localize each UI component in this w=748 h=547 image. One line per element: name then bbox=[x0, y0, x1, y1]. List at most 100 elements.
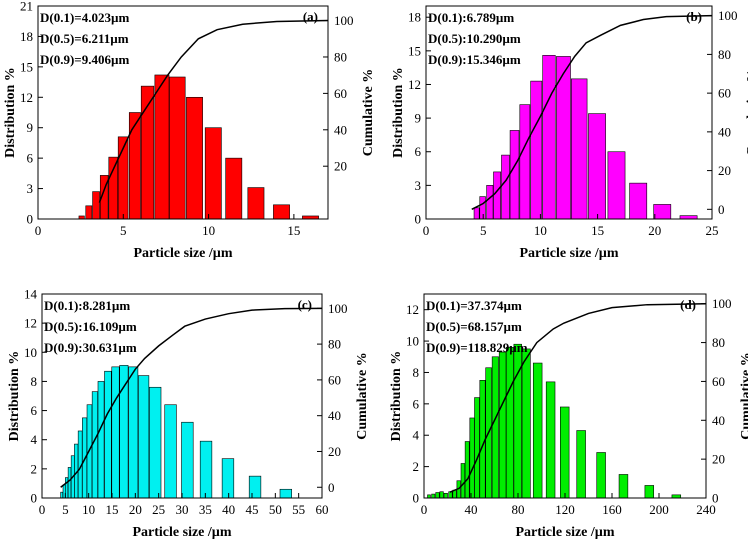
x-axis-title: Particle size /µm bbox=[133, 246, 232, 261]
x-tick-label: 25 bbox=[706, 223, 719, 238]
stat-line: D(0.1)=4.023µm bbox=[40, 10, 129, 25]
stat-line: D(0.1)=37.374µm bbox=[426, 298, 522, 313]
chart-panel-3: 0 5 10 15 20 25 30 35 40 45 50 55 60 0 2 4 6 8 10 12 14 0 20 40… bbox=[7, 287, 370, 541]
x-axis-title: Particle size /µm bbox=[132, 525, 231, 540]
bar bbox=[186, 96, 203, 220]
bar bbox=[279, 488, 292, 499]
x-tick-label: 10 bbox=[82, 502, 95, 517]
bar bbox=[164, 404, 177, 499]
stat-line: D(0.1):6.789µm bbox=[428, 10, 514, 25]
y2-tick-label: 0 bbox=[718, 202, 725, 217]
bar bbox=[431, 493, 436, 499]
x-tick-label: 0 bbox=[35, 223, 42, 238]
y-tick-label: 3 bbox=[415, 178, 422, 193]
bar bbox=[154, 74, 170, 220]
y2-axis-title: Cumulative % bbox=[355, 352, 370, 440]
y-tick-label: 15 bbox=[20, 59, 33, 74]
x-tick-label: 10 bbox=[534, 223, 547, 238]
bar bbox=[576, 430, 586, 499]
bar bbox=[460, 463, 466, 499]
stat-line: D(0.9):30.631µm bbox=[44, 340, 137, 355]
bar bbox=[679, 215, 698, 220]
y2-tick-label: 20 bbox=[712, 452, 725, 467]
x-tick-label: 20 bbox=[648, 223, 661, 238]
y-tick-label: 0 bbox=[415, 212, 422, 227]
cumulative-curve bbox=[449, 302, 707, 493]
bar bbox=[532, 362, 543, 499]
y-tick-label: 10 bbox=[24, 345, 37, 360]
y2-tick-label: 80 bbox=[718, 47, 731, 62]
y-tick-label: 6 bbox=[413, 396, 420, 411]
bar bbox=[486, 185, 494, 220]
bar bbox=[653, 204, 672, 220]
y-axis-title: Distribution % bbox=[389, 351, 404, 442]
bar bbox=[204, 127, 222, 220]
bar bbox=[501, 154, 510, 220]
y2-axis-title: Cumulative % bbox=[745, 69, 748, 157]
y-tick-label: 4 bbox=[31, 432, 38, 447]
y-tick-label: 12 bbox=[24, 316, 37, 331]
bar bbox=[509, 130, 520, 220]
stat-line: D(0.5)=68.157µm bbox=[426, 319, 522, 334]
bar bbox=[221, 458, 235, 499]
panel-label: (d) bbox=[680, 297, 696, 312]
x-tick-label: 35 bbox=[199, 502, 212, 517]
bar bbox=[149, 386, 162, 499]
bar bbox=[60, 491, 64, 499]
y-tick-label: 8 bbox=[413, 365, 420, 380]
y2-tick-label: 40 bbox=[334, 122, 347, 137]
y-tick-label: 15 bbox=[408, 43, 421, 58]
x-tick-label: 160 bbox=[602, 502, 622, 517]
y2-tick-label: 100 bbox=[328, 301, 348, 316]
bar bbox=[505, 347, 514, 499]
bar bbox=[97, 381, 105, 499]
bar bbox=[474, 397, 480, 499]
x-tick-label: 5 bbox=[120, 223, 127, 238]
bar bbox=[199, 440, 213, 499]
x-tick-label: 15 bbox=[591, 223, 604, 238]
chart-panel-2: 0 5 10 15 20 25 0 3 6 9 12 15 18 0 20 40 60 80 100 Particle… bbox=[391, 5, 748, 261]
y-tick-label: 18 bbox=[20, 29, 33, 44]
cumulative-curve bbox=[98, 19, 329, 203]
x-tick-label: 5 bbox=[480, 223, 487, 238]
x-tick-label: 0 bbox=[421, 502, 428, 517]
y-tick-label: 14 bbox=[24, 287, 38, 302]
y-tick-label: 18 bbox=[408, 10, 421, 25]
bar bbox=[479, 380, 486, 499]
y2-tick-label: 20 bbox=[328, 444, 341, 459]
bar bbox=[479, 196, 486, 220]
y2-axis-title: Cumulative % bbox=[739, 352, 748, 440]
y-tick-label: 0 bbox=[27, 212, 34, 227]
y2-tick-label: 20 bbox=[334, 159, 347, 174]
y2-tick-label: 80 bbox=[328, 337, 341, 352]
y2-tick-label: 0 bbox=[328, 480, 335, 495]
y2-axis-title: Cumulative % bbox=[361, 69, 376, 157]
y-tick-label: 10 bbox=[406, 334, 419, 349]
y-tick-label: 0 bbox=[31, 491, 38, 506]
bar bbox=[435, 492, 440, 499]
stat-line: D(0.9)=118.829µm bbox=[426, 340, 528, 355]
bar bbox=[493, 171, 502, 220]
y-axis-title: Distribution % bbox=[3, 67, 18, 158]
bar bbox=[559, 406, 570, 499]
bar bbox=[248, 475, 262, 499]
y-tick-label: 0 bbox=[413, 491, 420, 506]
x-tick-label: 15 bbox=[287, 223, 300, 238]
y-tick-label: 3 bbox=[27, 181, 34, 196]
y2-tick-label: 40 bbox=[718, 124, 731, 139]
y2-tick-label: 0 bbox=[712, 491, 719, 506]
y-tick-label: 21 bbox=[20, 0, 33, 14]
y2-tick-label: 100 bbox=[712, 296, 732, 311]
bar bbox=[443, 492, 448, 499]
x-tick-label: 60 bbox=[316, 502, 329, 517]
bar bbox=[464, 441, 470, 499]
y-tick-label: 4 bbox=[413, 428, 420, 443]
bar bbox=[225, 157, 243, 220]
y2-tick-label: 40 bbox=[328, 408, 341, 423]
y2-tick-label: 100 bbox=[718, 8, 738, 23]
bar bbox=[119, 365, 129, 499]
y-tick-label: 8 bbox=[31, 374, 38, 389]
y2-tick-label: 60 bbox=[712, 374, 725, 389]
x-tick-label: 120 bbox=[555, 502, 575, 517]
bar bbox=[273, 204, 290, 220]
